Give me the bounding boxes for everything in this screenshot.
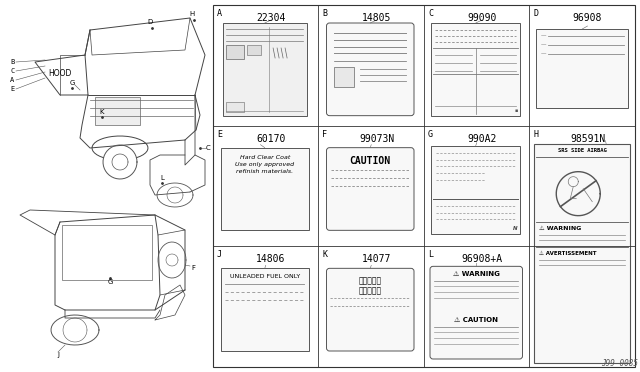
- Text: L: L: [160, 175, 164, 181]
- Bar: [213, 5, 635, 367]
- Text: SRS SIDE AIRBAG: SRS SIDE AIRBAG: [558, 148, 607, 153]
- Text: Hard Clear Coat: Hard Clear Coat: [239, 155, 290, 160]
- Text: 22304: 22304: [257, 13, 285, 23]
- Text: 96908+A: 96908+A: [461, 254, 502, 264]
- Text: H: H: [534, 130, 538, 139]
- FancyBboxPatch shape: [430, 266, 522, 359]
- Text: —: —: [541, 42, 546, 48]
- Text: F: F: [191, 265, 195, 271]
- Text: HOOD: HOOD: [48, 68, 72, 77]
- Text: B: B: [323, 9, 328, 18]
- Text: あけるな。: あけるな。: [358, 286, 382, 295]
- Text: C: C: [10, 68, 14, 74]
- Text: Use only approved: Use only approved: [235, 162, 294, 167]
- Text: 96908: 96908: [573, 13, 602, 23]
- Bar: [247, 45, 261, 55]
- Text: ▪: ▪: [515, 108, 518, 113]
- Bar: [536, 29, 628, 108]
- Text: C: C: [428, 9, 433, 18]
- FancyBboxPatch shape: [326, 148, 414, 230]
- Text: K: K: [323, 250, 328, 259]
- Text: 60170: 60170: [257, 134, 285, 144]
- FancyBboxPatch shape: [326, 23, 414, 116]
- Text: D: D: [147, 19, 152, 25]
- Bar: [431, 23, 520, 116]
- Text: L: L: [428, 250, 433, 259]
- Text: J99 0085: J99 0085: [601, 359, 638, 368]
- Bar: [95, 97, 140, 125]
- Text: —: —: [541, 51, 546, 57]
- Text: J: J: [57, 352, 59, 358]
- Bar: [221, 148, 308, 230]
- Text: 990A2: 990A2: [467, 134, 497, 144]
- Text: B: B: [10, 59, 14, 65]
- Text: G: G: [108, 279, 113, 285]
- Text: E: E: [10, 86, 14, 92]
- Text: ⚠ CAUTION: ⚠ CAUTION: [454, 317, 499, 323]
- Text: C: C: [205, 145, 211, 151]
- Text: H: H: [189, 11, 195, 17]
- Bar: [221, 268, 308, 351]
- Text: —: —: [541, 33, 546, 38]
- Text: F: F: [323, 130, 328, 139]
- Text: G: G: [69, 80, 75, 86]
- Text: refinish materials.: refinish materials.: [236, 169, 293, 174]
- Text: CAUTION: CAUTION: [349, 155, 391, 166]
- Text: ⚠ WARNING: ⚠ WARNING: [540, 226, 582, 231]
- Text: G: G: [428, 130, 433, 139]
- Text: A: A: [217, 9, 222, 18]
- Bar: [335, 67, 355, 87]
- Bar: [431, 146, 520, 234]
- Bar: [226, 45, 244, 59]
- Bar: [534, 144, 630, 363]
- Text: 14805: 14805: [362, 13, 391, 23]
- Text: ⚠ WARNING: ⚠ WARNING: [453, 271, 500, 278]
- Text: 99090: 99090: [467, 13, 497, 23]
- FancyBboxPatch shape: [326, 268, 414, 351]
- Text: UNLEADED FUEL ONLY: UNLEADED FUEL ONLY: [230, 274, 300, 279]
- Text: ⚠ AVERTISSEMENT: ⚠ AVERTISSEMENT: [540, 251, 597, 256]
- Text: 14806: 14806: [257, 254, 285, 264]
- Text: D: D: [534, 9, 538, 18]
- Text: E: E: [217, 130, 222, 139]
- Text: K: K: [100, 109, 104, 115]
- Text: 熱い時は、: 熱い時は、: [358, 276, 382, 285]
- Text: J: J: [217, 250, 222, 259]
- Text: A: A: [10, 77, 14, 83]
- Bar: [62, 225, 152, 280]
- Text: N: N: [513, 226, 518, 231]
- Text: 14077: 14077: [362, 254, 391, 264]
- Bar: [223, 23, 307, 116]
- Text: 99073N: 99073N: [359, 134, 394, 144]
- Text: 98591N: 98591N: [570, 134, 605, 144]
- Bar: [226, 102, 244, 112]
